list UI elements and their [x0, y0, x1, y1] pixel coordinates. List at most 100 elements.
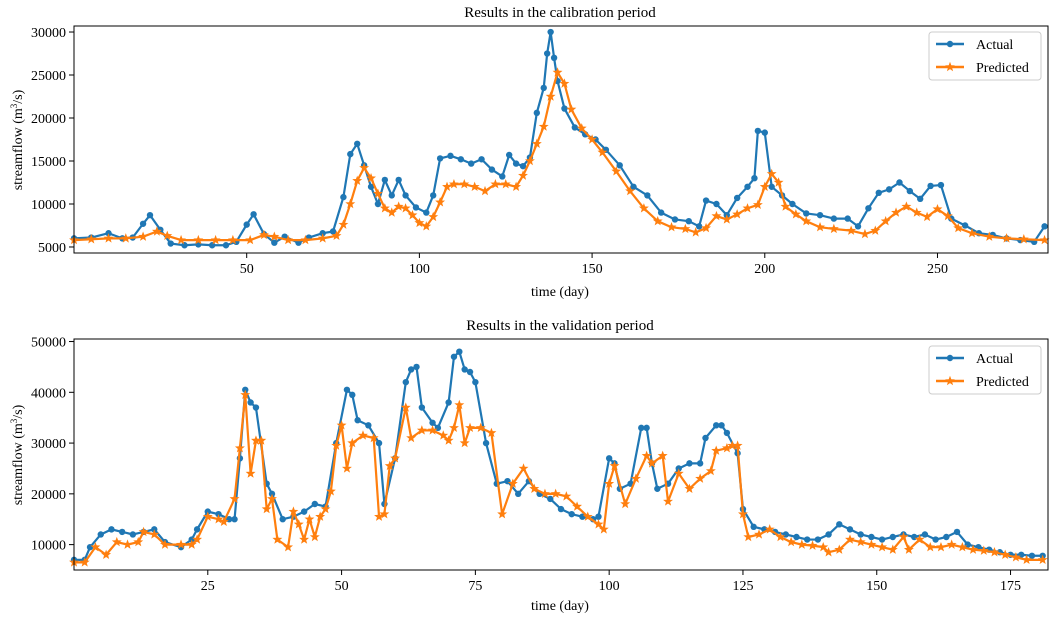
data-point-actual: [644, 192, 651, 199]
data-point-predicted: [598, 524, 609, 534]
data-point-predicted: [151, 226, 162, 236]
data-point-actual: [793, 533, 800, 541]
legend-predicted-label: Predicted: [976, 375, 1029, 390]
data-point-predicted: [663, 496, 673, 506]
data-point-predicted: [721, 214, 732, 224]
data-point-actual: [702, 434, 709, 442]
data-point-actual: [685, 217, 692, 225]
data-point-actual: [814, 536, 822, 543]
data-point-predicted: [552, 67, 563, 77]
data-point-predicted: [438, 430, 449, 440]
data-point-predicted: [341, 463, 352, 473]
data-point-predicted: [984, 231, 995, 241]
data-point-predicted: [891, 207, 901, 217]
data-point-predicted: [269, 231, 280, 241]
data-point-predicted: [149, 529, 160, 539]
data-point-actual: [713, 200, 720, 208]
y-tick-label: 50000: [31, 336, 66, 351]
data-point-actual: [412, 204, 420, 211]
data-point-predicted: [300, 234, 311, 245]
data-point-actual: [457, 156, 465, 163]
data-point-predicted: [400, 402, 411, 412]
validation-chart: Results in the validation period 25 50 75 1…: [9, 318, 1049, 614]
data-point-predicted: [359, 162, 370, 173]
data-point-predicted: [407, 209, 418, 220]
data-point-predicted: [538, 121, 549, 131]
data-point-actual: [906, 187, 914, 195]
data-point-predicted: [932, 203, 943, 214]
data-point-predicted: [609, 460, 620, 471]
data-point-actual: [129, 531, 137, 538]
data-point-predicted: [459, 437, 470, 448]
y-tick-label: 20000: [31, 112, 66, 127]
data-point-predicted: [490, 179, 501, 189]
data-point-actual: [733, 194, 741, 202]
data-point-actual: [878, 536, 886, 543]
data-point-predicted: [673, 468, 684, 478]
data-point-actual: [466, 368, 474, 376]
data-point-actual: [953, 528, 961, 536]
data-point-predicted: [138, 526, 149, 537]
data-point-actual: [844, 215, 851, 222]
data-point-predicted: [968, 544, 979, 554]
data-point-predicted: [880, 215, 891, 226]
data-point-actual: [695, 223, 703, 230]
data-point-predicted: [834, 544, 845, 554]
data-point-predicted: [801, 215, 812, 226]
data-point-predicted: [695, 473, 706, 483]
data-point-actual: [889, 533, 896, 541]
data-point-predicted: [240, 389, 251, 400]
series-line-predicted: [73, 71, 1045, 242]
data-point-predicted: [680, 223, 691, 234]
data-point-predicted: [358, 430, 368, 440]
data-point-actual: [97, 531, 104, 538]
data-point-predicted: [738, 508, 748, 519]
y-tick-label: 30000: [31, 26, 66, 41]
data-point-predicted: [759, 181, 770, 191]
data-point-predicted: [796, 539, 807, 549]
data-point-predicted: [443, 435, 454, 445]
data-point-predicted: [898, 531, 909, 542]
data-point-actual: [768, 183, 775, 190]
data-point-predicted: [815, 222, 825, 232]
data-point-predicted: [727, 440, 738, 450]
data-point-predicted: [967, 228, 977, 238]
data-point-predicted: [743, 531, 754, 542]
data-point-predicted: [227, 234, 238, 245]
data-point-actual: [750, 523, 757, 531]
data-point-predicted: [421, 221, 432, 231]
data-point-predicted: [752, 199, 763, 210]
data-point-predicted: [379, 508, 390, 519]
data-point-actual: [616, 162, 623, 169]
data-point-actual: [478, 156, 485, 163]
data-point-predicted: [325, 486, 336, 496]
data-point-actual: [751, 174, 758, 182]
data-point-predicted: [406, 432, 417, 443]
data-point-actual: [803, 536, 811, 543]
data-point-actual: [605, 455, 613, 462]
data-point-actual: [388, 192, 395, 199]
data-point-predicted: [133, 536, 144, 547]
data-point-actual: [896, 179, 903, 186]
data-point-predicted: [213, 514, 224, 524]
data-point-predicted: [386, 207, 397, 217]
data-point-actual: [243, 221, 250, 228]
data-point-predicted: [576, 123, 587, 133]
legend-predicted-marker: [945, 375, 955, 386]
data-point-actual: [514, 490, 522, 498]
data-point-predicted: [414, 217, 425, 228]
data-point-predicted: [176, 234, 187, 245]
data-point-actual: [533, 109, 541, 117]
validation-plot-frame: [73, 338, 1049, 571]
data-point-predicted: [374, 511, 384, 521]
data-point-actual: [671, 216, 679, 223]
legend-actual-label: Actual: [976, 38, 1013, 53]
data-point-actual: [118, 528, 126, 536]
calibration-plot-frame: [73, 25, 1049, 254]
data-point-predicted: [176, 539, 186, 549]
data-point-actual: [472, 378, 479, 386]
data-point-predicted: [870, 225, 881, 235]
legend-actual-marker: [946, 40, 954, 48]
data-point-predicted: [1021, 554, 1032, 565]
